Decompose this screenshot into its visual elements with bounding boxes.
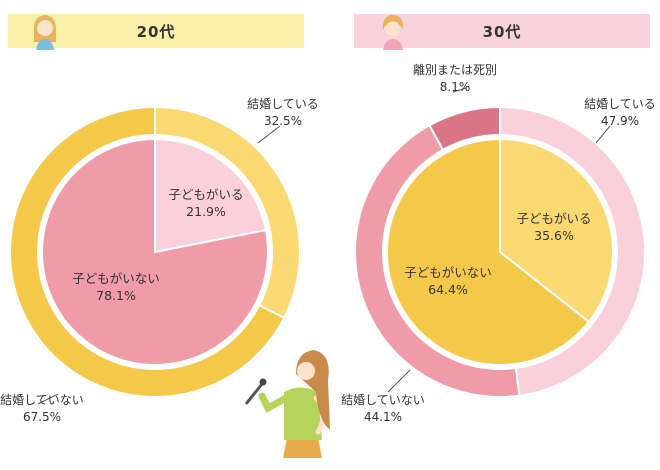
inner-slice-30s-0 bbox=[499, 137, 614, 324]
label-name: 結婚していない bbox=[0, 393, 84, 407]
label-name: 子どもがいない bbox=[404, 265, 492, 280]
inner-slice-30s-1 bbox=[386, 137, 591, 366]
label-value: 64.4% bbox=[428, 282, 468, 297]
label-30s-children: 子どもがいる 35.6% bbox=[500, 210, 608, 244]
label-20s-not-married: 結婚していない 67.5% bbox=[0, 392, 90, 426]
inner-slice-20s-1 bbox=[41, 137, 269, 366]
label-20s-married: 結婚している 32.5% bbox=[228, 96, 338, 130]
label-value: 35.6% bbox=[534, 228, 574, 243]
label-name: 子どもがいない bbox=[72, 271, 160, 286]
inner-slice-20s-0 bbox=[154, 137, 268, 254]
singing-girl-illustration-icon bbox=[244, 350, 330, 458]
label-20s-children: 子どもがいる 21.9% bbox=[152, 186, 260, 220]
label-value: 21.9% bbox=[186, 204, 226, 219]
label-name: 子どもがいる bbox=[168, 187, 244, 202]
leader-line bbox=[387, 369, 411, 393]
woman-avatar-icon bbox=[382, 15, 404, 50]
label-30s-no-children: 子どもがいない 64.4% bbox=[390, 264, 506, 298]
outer-slice-30s-2 bbox=[428, 105, 501, 152]
label-name: 離別または死別 bbox=[412, 63, 497, 77]
leader-line bbox=[257, 125, 281, 144]
donut-chart-20s bbox=[9, 105, 301, 398]
label-value: 47.9% bbox=[600, 114, 640, 128]
header-30s: 30代 bbox=[354, 14, 650, 48]
girl-avatar-icon bbox=[33, 15, 57, 50]
leader-line bbox=[595, 125, 611, 144]
label-30s-divorced: 離別または死別 8.1% bbox=[400, 62, 510, 96]
label-value: 44.1% bbox=[363, 410, 403, 424]
label-name: 結婚している bbox=[584, 97, 656, 111]
leader-line bbox=[452, 87, 467, 93]
leader-line bbox=[37, 393, 59, 405]
label-name: 結婚している bbox=[247, 97, 319, 111]
label-value: 67.5% bbox=[22, 410, 62, 424]
outer-slice-20s-1 bbox=[9, 105, 286, 398]
label-20s-no-children: 子どもがいない 78.1% bbox=[58, 270, 174, 304]
label-name: 結婚していない bbox=[341, 393, 425, 407]
label-30s-married: 結婚している 47.9% bbox=[568, 96, 660, 130]
header-20s: 20代 bbox=[8, 14, 304, 48]
label-30s-not-married: 結婚していない 44.1% bbox=[328, 392, 438, 426]
label-value: 78.1% bbox=[96, 288, 136, 303]
label-value: 32.5% bbox=[263, 114, 303, 128]
donut-chart-30s bbox=[354, 105, 647, 398]
label-name: 子どもがいる bbox=[516, 211, 592, 226]
label-value: 8.1% bbox=[439, 80, 471, 94]
